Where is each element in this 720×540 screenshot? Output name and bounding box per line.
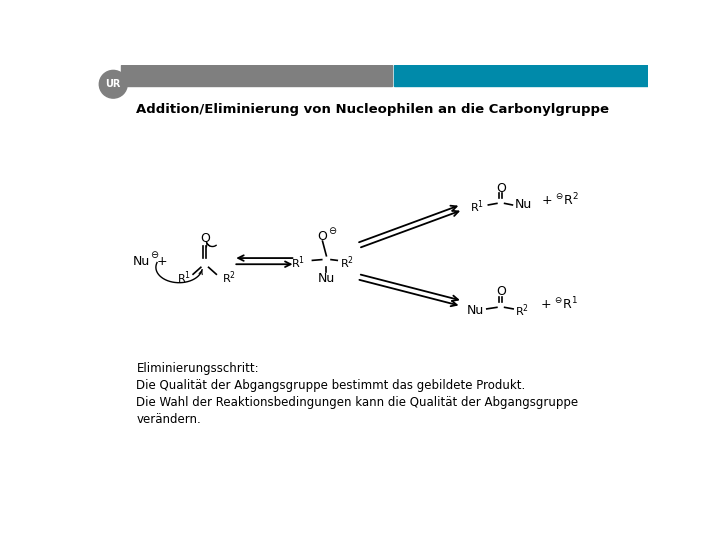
Text: Die Qualität der Abgangsgruppe bestimmt das gebildete Produkt.: Die Qualität der Abgangsgruppe bestimmt … xyxy=(137,380,526,393)
Bar xyxy=(394,65,648,86)
Text: R$^1$: R$^1$ xyxy=(176,269,191,286)
Text: +: + xyxy=(157,255,167,268)
Text: Nu: Nu xyxy=(318,272,335,285)
Text: Die Wahl der Reaktionsbedingungen kann die Qualität der Abgangsgruppe: Die Wahl der Reaktionsbedingungen kann d… xyxy=(137,396,579,409)
Text: R$^2$: R$^2$ xyxy=(515,302,528,319)
Text: + $^{\ominus}$R$^{1}$: + $^{\ominus}$R$^{1}$ xyxy=(539,295,577,312)
Text: Nu: Nu xyxy=(515,198,532,212)
Text: O: O xyxy=(496,181,505,194)
Text: R$^2$: R$^2$ xyxy=(222,269,235,286)
Text: Eliminierungsschritt:: Eliminierungsschritt: xyxy=(137,362,259,375)
Circle shape xyxy=(99,70,127,98)
Text: O: O xyxy=(318,230,328,243)
Text: O: O xyxy=(199,232,210,245)
Text: R$^2$: R$^2$ xyxy=(341,254,354,271)
Text: UR: UR xyxy=(106,79,121,89)
Bar xyxy=(121,65,392,86)
Text: O: O xyxy=(496,286,505,299)
Text: verändern.: verändern. xyxy=(137,413,202,426)
Text: $\ominus$: $\ominus$ xyxy=(328,225,337,236)
Text: Addition/Eliminierung von Nucleophilen an die Carbonylgruppe: Addition/Eliminierung von Nucleophilen a… xyxy=(137,103,610,116)
Text: R$^1$: R$^1$ xyxy=(291,254,305,271)
Text: $\ominus$: $\ominus$ xyxy=(150,249,160,260)
Text: Nu: Nu xyxy=(467,304,484,317)
Text: + $^{\ominus}$R$^{2}$: + $^{\ominus}$R$^{2}$ xyxy=(541,191,579,208)
Text: Nu: Nu xyxy=(133,255,150,268)
Text: R$^1$: R$^1$ xyxy=(469,198,484,215)
